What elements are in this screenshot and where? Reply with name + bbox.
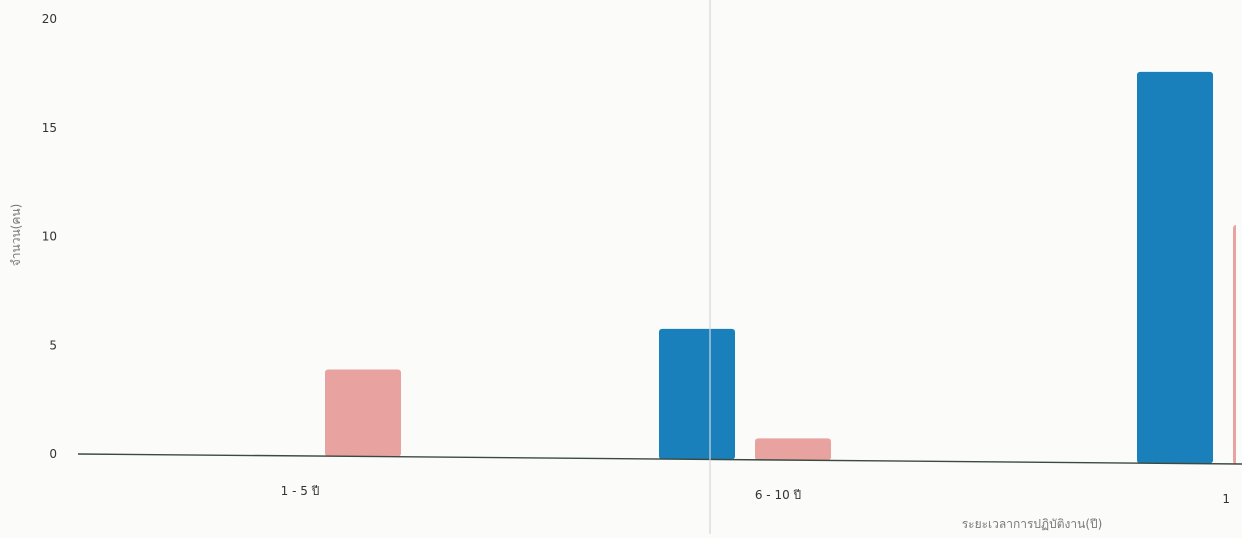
y-axis-ticks: 0 5 10 15 20 [42,12,57,461]
bar-series-1-cat-3 [1137,72,1213,464]
y-axis-title: จำนวน(คน) [9,204,23,267]
bars-group [325,72,1242,464]
y-tick-label: 10 [42,230,57,244]
bar-series-2-cat-2 [755,438,831,460]
x-axis-title: ระยะเวลาการปฏิบัติงาน(ปี) [962,517,1103,531]
bar-series-2-cat-3 [1233,225,1242,464]
bar-series-1-cat-2 [659,329,735,460]
x-tick-label: 1 [1222,492,1230,506]
y-tick-label: 15 [42,121,57,135]
x-tick-label: 6 - 10 ปี [755,488,801,502]
bar-series-2-cat-1 [325,369,401,456]
y-tick-label: 5 [49,338,57,352]
y-tick-label: 0 [49,447,57,461]
x-tick-label: 1 - 5 ปี [281,484,320,498]
y-tick-label: 20 [42,12,57,26]
x-axis-ticks: 1 - 5 ปี 6 - 10 ปี 1 [281,484,1230,506]
